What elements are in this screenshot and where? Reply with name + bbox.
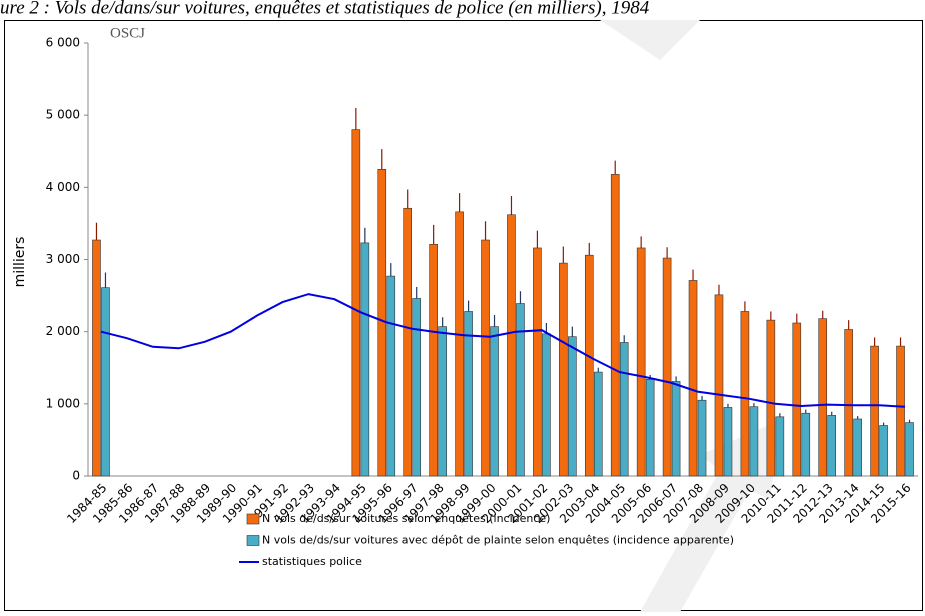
bar xyxy=(455,211,464,477)
bar xyxy=(896,345,905,477)
bar xyxy=(584,254,594,477)
y-tick-label: 6 000 xyxy=(46,36,80,50)
legend-label: N vols de/ds/sur voitures selon enquêtes… xyxy=(262,512,550,525)
bar xyxy=(749,406,759,477)
bar xyxy=(775,416,785,477)
legend-swatch xyxy=(246,535,260,546)
bar xyxy=(351,129,361,477)
bar xyxy=(516,303,525,477)
bar xyxy=(827,415,837,477)
bar xyxy=(801,412,811,477)
bar xyxy=(507,214,516,477)
chart-title: ure 2 : Vols de/dans/sur voitures, enquê… xyxy=(0,0,650,18)
bar xyxy=(92,239,101,477)
bar xyxy=(533,247,542,477)
bar xyxy=(723,407,733,477)
bar xyxy=(481,239,490,477)
bar xyxy=(853,418,862,477)
bar xyxy=(870,345,879,477)
bar xyxy=(697,399,707,477)
bar xyxy=(412,298,422,477)
bar xyxy=(619,342,629,477)
legend-label: statistiques police xyxy=(262,555,362,568)
y-tick-label: 5 000 xyxy=(46,108,80,122)
bar xyxy=(542,333,551,477)
bar xyxy=(766,319,776,477)
bar xyxy=(610,174,620,477)
y-tick-label: 3 000 xyxy=(46,252,80,266)
bar xyxy=(688,280,698,477)
bar xyxy=(662,257,672,477)
bar xyxy=(438,326,447,477)
legend-swatch xyxy=(246,513,260,525)
bar xyxy=(593,371,603,477)
bar xyxy=(101,287,110,477)
bar xyxy=(714,294,724,477)
legend-label: N vols de/ds/sur voitures avec dépôt de … xyxy=(262,534,734,547)
bar xyxy=(792,322,802,477)
y-axis-label: milliers xyxy=(12,237,28,288)
bar xyxy=(905,422,914,477)
y-tick-label: 4 000 xyxy=(46,180,80,194)
bar xyxy=(360,242,370,477)
bar xyxy=(818,318,828,477)
y-tick-label: 2 000 xyxy=(46,324,80,338)
bar xyxy=(844,329,853,477)
bar xyxy=(645,378,655,477)
bar xyxy=(568,336,577,477)
bar xyxy=(740,311,750,477)
bar xyxy=(559,262,568,477)
y-tick-label: 1 000 xyxy=(46,396,80,410)
bar xyxy=(671,381,681,477)
bar xyxy=(403,207,413,477)
bar xyxy=(429,244,438,477)
logo: OSCJ xyxy=(110,25,145,41)
chart-frame xyxy=(4,20,923,611)
bar xyxy=(636,247,646,477)
bar xyxy=(879,425,888,477)
bar xyxy=(490,326,499,477)
y-tick-label: 0 xyxy=(72,469,80,483)
line xyxy=(100,293,906,408)
bar xyxy=(386,275,396,477)
